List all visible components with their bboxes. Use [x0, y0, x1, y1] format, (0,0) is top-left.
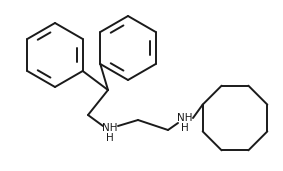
Text: H: H — [181, 123, 189, 133]
Text: H: H — [106, 133, 114, 143]
Text: NH: NH — [177, 113, 193, 123]
Text: NH: NH — [102, 123, 118, 133]
